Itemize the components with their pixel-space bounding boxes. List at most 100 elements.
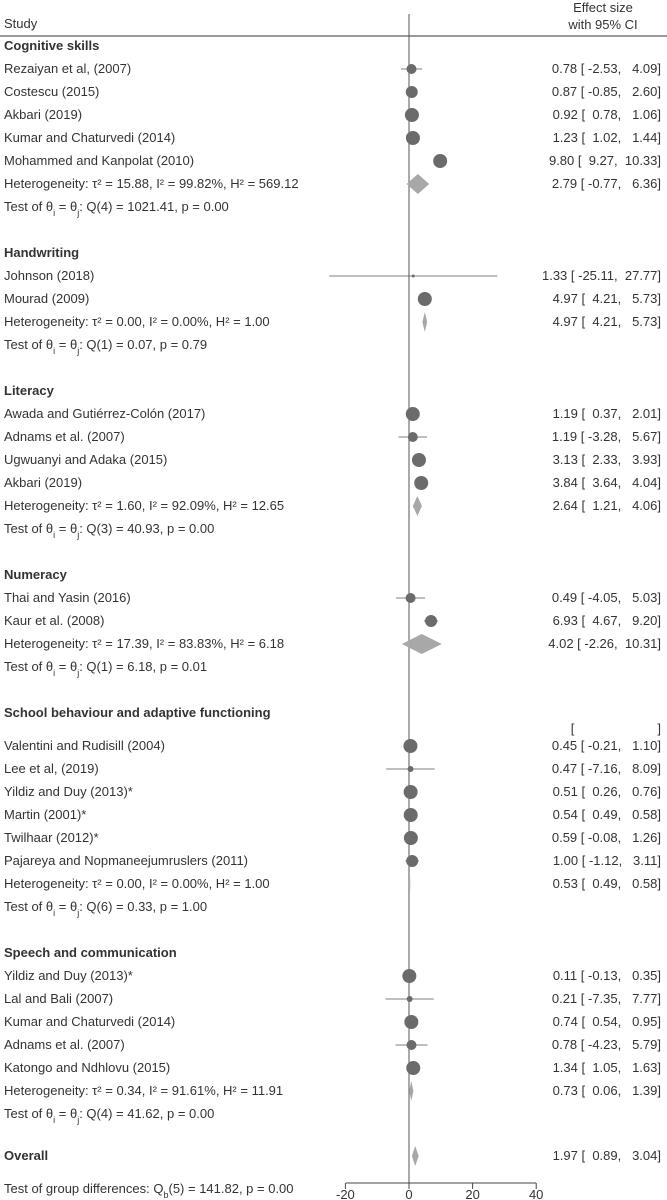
study-column-header: Study (4, 16, 38, 31)
study-label: Adnams et al. (2007) (4, 1037, 125, 1052)
study-label: Yildiz and Duy (2013)* (4, 784, 133, 799)
test-text: : Q(1) = 0.07, p = 0.79 (79, 337, 207, 352)
group-title: Numeracy (4, 567, 68, 582)
ci-value: 1.23 [ 1.02, 1.44] (553, 130, 661, 145)
subscript: i (53, 346, 55, 356)
test-text: : Q(1) = 6.18, p = 0.01 (79, 659, 207, 674)
heterogeneity: Heterogeneity: τ² = 1.60, I² = 92.09%, H… (4, 498, 284, 513)
test-text: = θ (55, 199, 77, 214)
ci-value: 4.97 [ 4.21, 5.73] (553, 291, 661, 306)
subscript: j (76, 668, 79, 678)
group-title: Literacy (4, 383, 55, 398)
ci-value: 0.21 [ -7.35, 7.77] (552, 991, 661, 1006)
ci-value: 0.78 [ -2.53, 4.09] (552, 61, 661, 76)
study-label: Adnams et al. (2007) (4, 429, 125, 444)
effect-marker (403, 831, 418, 845)
ci-value: 1.19 [ -3.28, 5.67] (552, 429, 661, 444)
study-label: Ugwuanyi and Adaka (2015) (4, 452, 167, 467)
effect-marker (402, 969, 417, 983)
ci-value: 6.93 [ 4.67, 9.20] (553, 613, 661, 628)
subscript: j (76, 530, 79, 540)
x-tick-label: 0 (405, 1187, 412, 1200)
effect-marker (417, 292, 432, 306)
ci-value: 0.45 [ -0.21, 1.10] (552, 738, 661, 753)
group-differences-test: Test of group differences: Qb(5) = 141.8… (4, 1181, 294, 1200)
subscript: j (76, 1115, 79, 1125)
test-text: : Q(4) = 1021.41, p = 0.00 (79, 199, 229, 214)
study-label: Yildiz and Duy (2013)* (4, 968, 133, 983)
subgroup-test: Test of θi = θj: Q(3) = 40.93, p = 0.00 (4, 521, 214, 540)
ci-value: 9.80 [ 9.27, 10.33] (549, 153, 661, 168)
study-label: Akbari (2019) (4, 107, 82, 122)
overall-label: Overall (4, 1148, 48, 1163)
study-label: Thai and Yasin (2016) (4, 590, 131, 605)
heterogeneity: Heterogeneity: τ² = 0.00, I² = 0.00%, H²… (4, 876, 270, 891)
x-tick-label: 40 (529, 1187, 543, 1200)
effect-marker (411, 274, 415, 278)
ci-value: 0.87 [ -0.85, 2.60] (552, 84, 661, 99)
study-label: Johnson (2018) (4, 268, 94, 283)
test-text: : Q(3) = 40.93, p = 0.00 (79, 521, 214, 536)
effect-marker (407, 766, 414, 772)
test-text: = θ (55, 1106, 77, 1121)
effect-marker (405, 131, 420, 145)
study-label: Costescu (2015) (4, 84, 99, 99)
subscript: i (53, 908, 55, 918)
ci-value: 3.84 [ 3.64, 4.04] (553, 475, 661, 490)
summary-diamond (412, 496, 422, 516)
study-label: Twilhaar (2012)* (4, 830, 99, 845)
heterogeneity: Heterogeneity: τ² = 0.00, I² = 0.00%, H²… (4, 314, 270, 329)
subscript: b (163, 1190, 168, 1200)
effect-size-header-line1: Effect size (573, 0, 633, 15)
test-text: Test of θ (4, 337, 53, 352)
study-label: Mourad (2009) (4, 291, 89, 306)
study-label: Katongo and Ndhlovu (2015) (4, 1060, 170, 1075)
ci-value: 1.33 [ -25.11, 27.77] (542, 268, 661, 283)
ci-bracket: [ ] (571, 721, 661, 736)
subgroup-test: Test of θi = θj: Q(4) = 41.62, p = 0.00 (4, 1106, 214, 1125)
ci-value: 0.49 [ -4.05, 5.03] (552, 590, 661, 605)
ci-value: 0.73 [ 0.06, 1.39] (553, 1083, 661, 1098)
ci-value: 1.00 [ -1.12, 3.11] (553, 853, 661, 868)
effect-marker (404, 1015, 419, 1029)
subscript: i (53, 668, 55, 678)
ci-value: 0.53 [ 0.49, 0.58] (553, 876, 661, 891)
ci-value: 2.64 [ 1.21, 4.06] (553, 498, 661, 513)
effect-marker (405, 86, 418, 98)
test-text: Test of θ (4, 199, 53, 214)
study-label: Akbari (2019) (4, 475, 82, 490)
effect-marker (433, 154, 448, 168)
subscript: i (53, 208, 55, 218)
x-tick-label: -20 (336, 1187, 355, 1200)
x-tick-label: 20 (465, 1187, 479, 1200)
test-text: Test of group differences: Q (4, 1181, 163, 1196)
heterogeneity: Heterogeneity: τ² = 17.39, I² = 83.83%, … (4, 636, 284, 651)
ci-value: 0.51 [ 0.26, 0.76] (553, 784, 661, 799)
effect-marker (406, 1040, 417, 1050)
summary-diamond (401, 634, 442, 654)
effect-marker (405, 407, 420, 421)
ci-value: 1.97 [ 0.89, 3.04] (553, 1148, 661, 1163)
effect-marker (405, 593, 416, 603)
study-label: Martin (2001)* (4, 807, 86, 822)
effect-marker (407, 432, 418, 442)
ci-value: 0.47 [ -7.16, 8.09] (552, 761, 661, 776)
study-label: Kumar and Chaturvedi (2014) (4, 130, 175, 145)
effect-marker (406, 996, 413, 1002)
study-label: Rezaiyan et al, (2007) (4, 61, 131, 76)
overall-diamond (411, 1146, 419, 1166)
ci-value: 1.19 [ 0.37, 2.01] (553, 406, 661, 421)
effect-marker (406, 855, 419, 867)
subscript: i (53, 1115, 55, 1125)
summary-diamond (422, 312, 428, 332)
group-title: School behaviour and adaptive functionin… (4, 705, 271, 720)
study-label: Mohammed and Kanpolat (2010) (4, 153, 194, 168)
group-title: Handwriting (4, 245, 79, 260)
test-text: Test of θ (4, 659, 53, 674)
ci-value: 0.92 [ 0.78, 1.06] (553, 107, 661, 122)
test-text: = θ (55, 521, 77, 536)
test-text: Test of θ (4, 899, 53, 914)
forest-rows: Cognitive skills Rezaiyan et al, (2007) 0.… (4, 14, 661, 1200)
group-title: Speech and communication (4, 945, 177, 960)
